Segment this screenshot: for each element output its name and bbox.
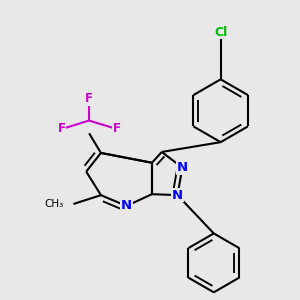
Text: F: F (58, 122, 66, 135)
Text: F: F (112, 122, 121, 135)
Text: F: F (85, 92, 93, 106)
Text: Cl: Cl (214, 26, 227, 39)
Text: N: N (172, 189, 183, 202)
Text: CH₃: CH₃ (44, 199, 64, 209)
Text: N: N (177, 161, 188, 174)
Text: N: N (121, 200, 132, 212)
